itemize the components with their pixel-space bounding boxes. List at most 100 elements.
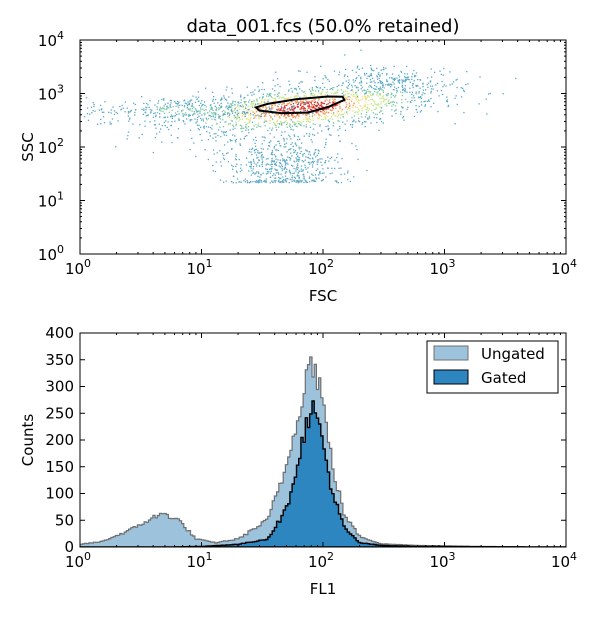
scatter-point xyxy=(145,111,147,113)
scatter-point xyxy=(251,128,253,130)
scatter-point xyxy=(163,116,165,119)
scatter-point xyxy=(379,74,381,76)
scatter-point xyxy=(312,107,314,109)
scatter-point xyxy=(365,92,367,94)
scatter-point xyxy=(189,101,191,103)
scatter-point xyxy=(314,151,316,153)
scatter-point xyxy=(235,170,238,172)
scatter-point xyxy=(305,149,307,151)
scatter-point xyxy=(217,134,219,137)
scatter-point xyxy=(396,89,398,92)
scatter-point xyxy=(275,113,277,115)
scatter-point xyxy=(212,98,214,101)
scatter-point xyxy=(286,97,288,100)
scatter-point xyxy=(240,99,242,101)
scatter-point xyxy=(286,159,288,162)
scatter-point xyxy=(246,111,248,114)
scatter-point xyxy=(164,125,166,127)
scatter-point xyxy=(429,85,432,87)
scatter-point xyxy=(299,108,301,110)
scatter-point xyxy=(308,120,310,122)
scatter-point xyxy=(183,113,185,115)
scatter-point xyxy=(335,115,337,117)
scatter-point xyxy=(427,82,430,84)
scatter-point xyxy=(247,122,249,125)
scatter-point xyxy=(388,77,391,79)
scatter-point xyxy=(275,126,277,128)
scatter-point xyxy=(229,123,231,125)
scatter-point xyxy=(319,171,321,173)
scatter-point xyxy=(270,168,272,170)
scatter-point xyxy=(385,93,388,96)
scatter-point xyxy=(197,96,200,98)
scatter-point xyxy=(212,149,215,151)
scatter-point xyxy=(284,115,286,117)
scatter-point xyxy=(239,105,241,107)
scatter-point xyxy=(367,117,369,119)
scatter-point xyxy=(236,178,239,180)
scatter-point xyxy=(190,99,193,101)
scatter-point xyxy=(258,159,260,162)
scatter-point xyxy=(278,142,281,145)
scatter-point xyxy=(198,124,200,126)
scatter-point xyxy=(243,108,245,111)
scatter-point xyxy=(91,112,93,114)
scatter-point xyxy=(299,101,301,103)
scatter-point xyxy=(289,123,291,125)
scatter-point xyxy=(247,105,249,107)
scatter-point xyxy=(156,112,159,114)
scatter-point xyxy=(353,115,355,117)
scatter-point xyxy=(289,102,291,104)
scatter-point xyxy=(267,129,269,132)
scatter-point xyxy=(397,79,399,82)
scatter-point xyxy=(429,80,432,82)
scatter-point xyxy=(355,111,357,113)
scatter-point xyxy=(358,117,360,120)
scatter-point xyxy=(184,102,186,104)
scatter-point xyxy=(356,96,358,98)
scatter-point xyxy=(317,118,320,120)
scatter-point xyxy=(291,101,293,103)
scatter-point xyxy=(284,164,287,166)
scatter-point xyxy=(302,161,305,163)
scatter-point xyxy=(260,179,262,182)
scatter-point xyxy=(421,94,423,96)
scatter-point xyxy=(148,106,150,108)
scatter-point xyxy=(356,86,358,88)
scatter-point xyxy=(227,108,229,110)
scatter-point xyxy=(360,113,362,115)
scatter-point xyxy=(307,167,309,169)
scatter-point xyxy=(117,120,119,122)
scatter-point xyxy=(304,159,306,161)
scatter-x-ticks: 100 101 102 103 104 xyxy=(65,40,577,278)
scatter-point xyxy=(246,180,248,182)
scatter-point xyxy=(392,94,395,97)
scatter-point xyxy=(270,93,272,95)
scatter-point xyxy=(320,180,323,182)
scatter-point xyxy=(275,180,277,182)
scatter-point xyxy=(234,158,237,160)
scatter-point xyxy=(488,93,490,95)
scatter-point xyxy=(297,174,299,176)
scatter-point xyxy=(260,113,262,115)
scatter-point xyxy=(379,118,381,120)
scatter-point xyxy=(277,172,279,174)
scatter-point xyxy=(339,71,341,73)
scatter-point xyxy=(194,113,196,115)
scatter-point xyxy=(59,112,60,113)
scatter-point xyxy=(191,104,193,106)
scatter-point xyxy=(233,115,235,117)
scatter-point xyxy=(220,98,222,101)
scatter-point xyxy=(227,141,229,143)
scatter-point xyxy=(399,82,401,84)
scatter-point xyxy=(412,86,414,89)
scatter-point xyxy=(290,148,292,150)
scatter-point xyxy=(228,116,231,118)
scatter-point xyxy=(100,123,102,125)
scatter-point xyxy=(47,106,48,107)
scatter-point xyxy=(332,98,334,100)
scatter-point xyxy=(321,130,323,132)
scatter-point xyxy=(401,79,403,81)
scatter-point xyxy=(288,125,291,127)
scatter-point xyxy=(389,102,391,105)
